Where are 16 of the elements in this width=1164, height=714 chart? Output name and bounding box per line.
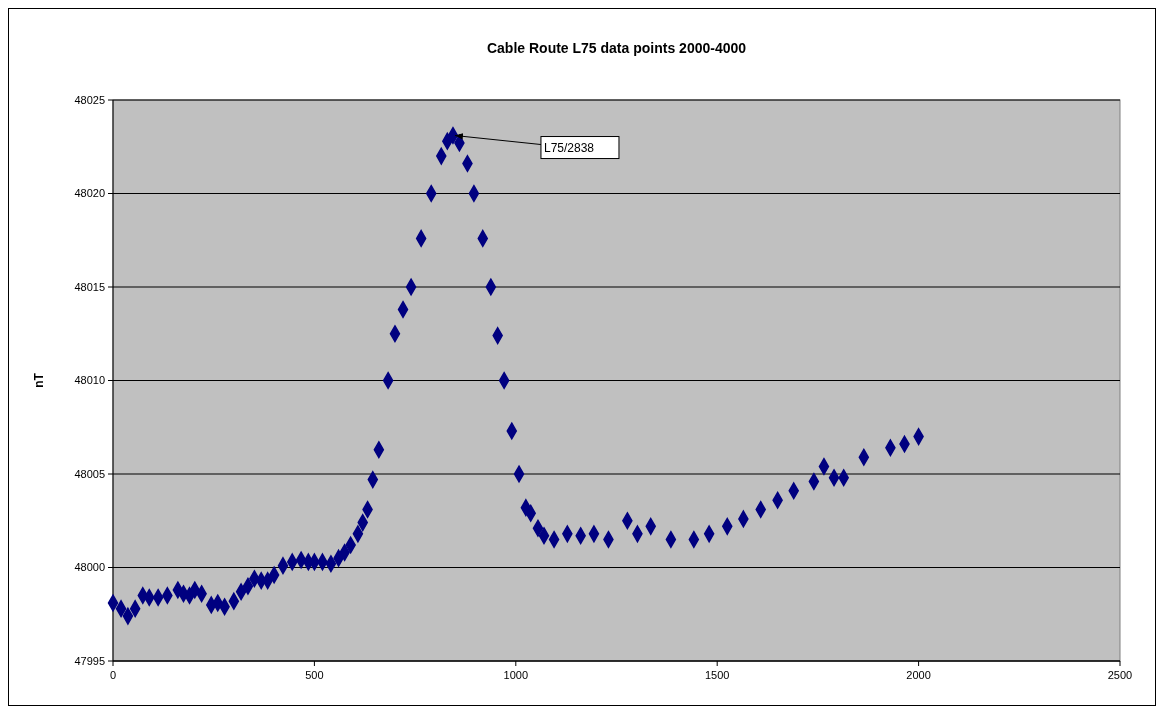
y-tick-label: 48005: [74, 467, 105, 480]
x-tick-label: 1500: [704, 669, 730, 681]
y-tick-label: 48020: [74, 187, 105, 200]
y-tick-label: 48000: [74, 561, 105, 574]
y-tick-label: 48010: [74, 374, 105, 387]
x-tick-label: 0: [109, 669, 117, 681]
chart-title: Cable Route L75 data points 2000-4000: [486, 40, 747, 56]
x-tick-label: 2000: [906, 669, 931, 681]
x-tick-label: 500: [305, 669, 324, 681]
y-tick-label: 47995: [74, 654, 105, 667]
y-tick-label: 48015: [74, 280, 105, 293]
x-tick-label: 2500: [1107, 669, 1133, 681]
y-axis-title: nT: [32, 372, 46, 388]
y-tick-label: 48025: [74, 93, 105, 106]
annotation: L75/2838: [543, 140, 595, 155]
x-tick-label: 1000: [503, 669, 529, 681]
